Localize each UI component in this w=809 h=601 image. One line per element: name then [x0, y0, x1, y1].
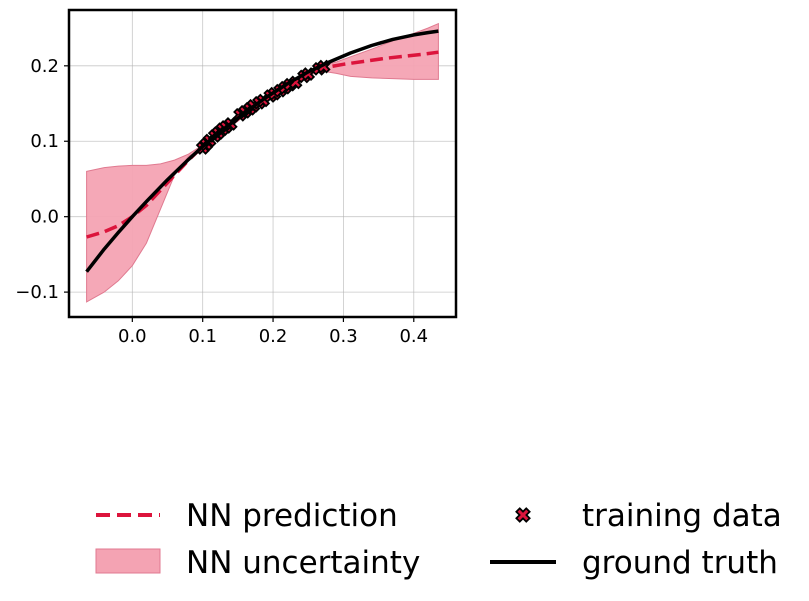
legend-entry: training data — [515, 498, 782, 534]
x-tick-label: 0.1 — [188, 326, 217, 347]
legend-entry: NN prediction — [96, 498, 398, 534]
y-axis: −0.1 0.0 0.1 0.2 — [15, 56, 69, 303]
axes-frame — [67, 8, 458, 319]
x-tick-label: 0.2 — [259, 326, 288, 347]
legend-label: training data — [582, 498, 782, 534]
y-tick-label: −0.1 — [15, 282, 59, 303]
x-axis: 0.0 0.1 0.2 0.3 0.4 — [118, 317, 428, 347]
legend-entry: NN uncertainty — [95, 545, 420, 581]
uncertainty-band — [86, 22, 439, 303]
ground-truth-line — [85, 29, 439, 273]
legend-label: NN prediction — [186, 498, 398, 534]
x-tick-label: 0.0 — [118, 326, 147, 347]
legend-label: ground truth — [582, 545, 778, 581]
legend-entry: ground truth — [490, 545, 778, 581]
x-tick-label: 0.4 — [399, 326, 428, 347]
y-tick-label: 0.0 — [30, 207, 59, 228]
legend-training-swatch — [515, 507, 531, 523]
legend-label: NN uncertainty — [186, 545, 420, 581]
legend-uncertainty-swatch — [95, 548, 161, 574]
y-tick-label: 0.1 — [30, 131, 59, 152]
plot-area — [85, 22, 439, 303]
legend: NN prediction NN uncertainty training data… — [95, 498, 782, 581]
x-tick-label: 0.3 — [329, 326, 358, 347]
y-tick-label: 0.2 — [30, 56, 59, 77]
